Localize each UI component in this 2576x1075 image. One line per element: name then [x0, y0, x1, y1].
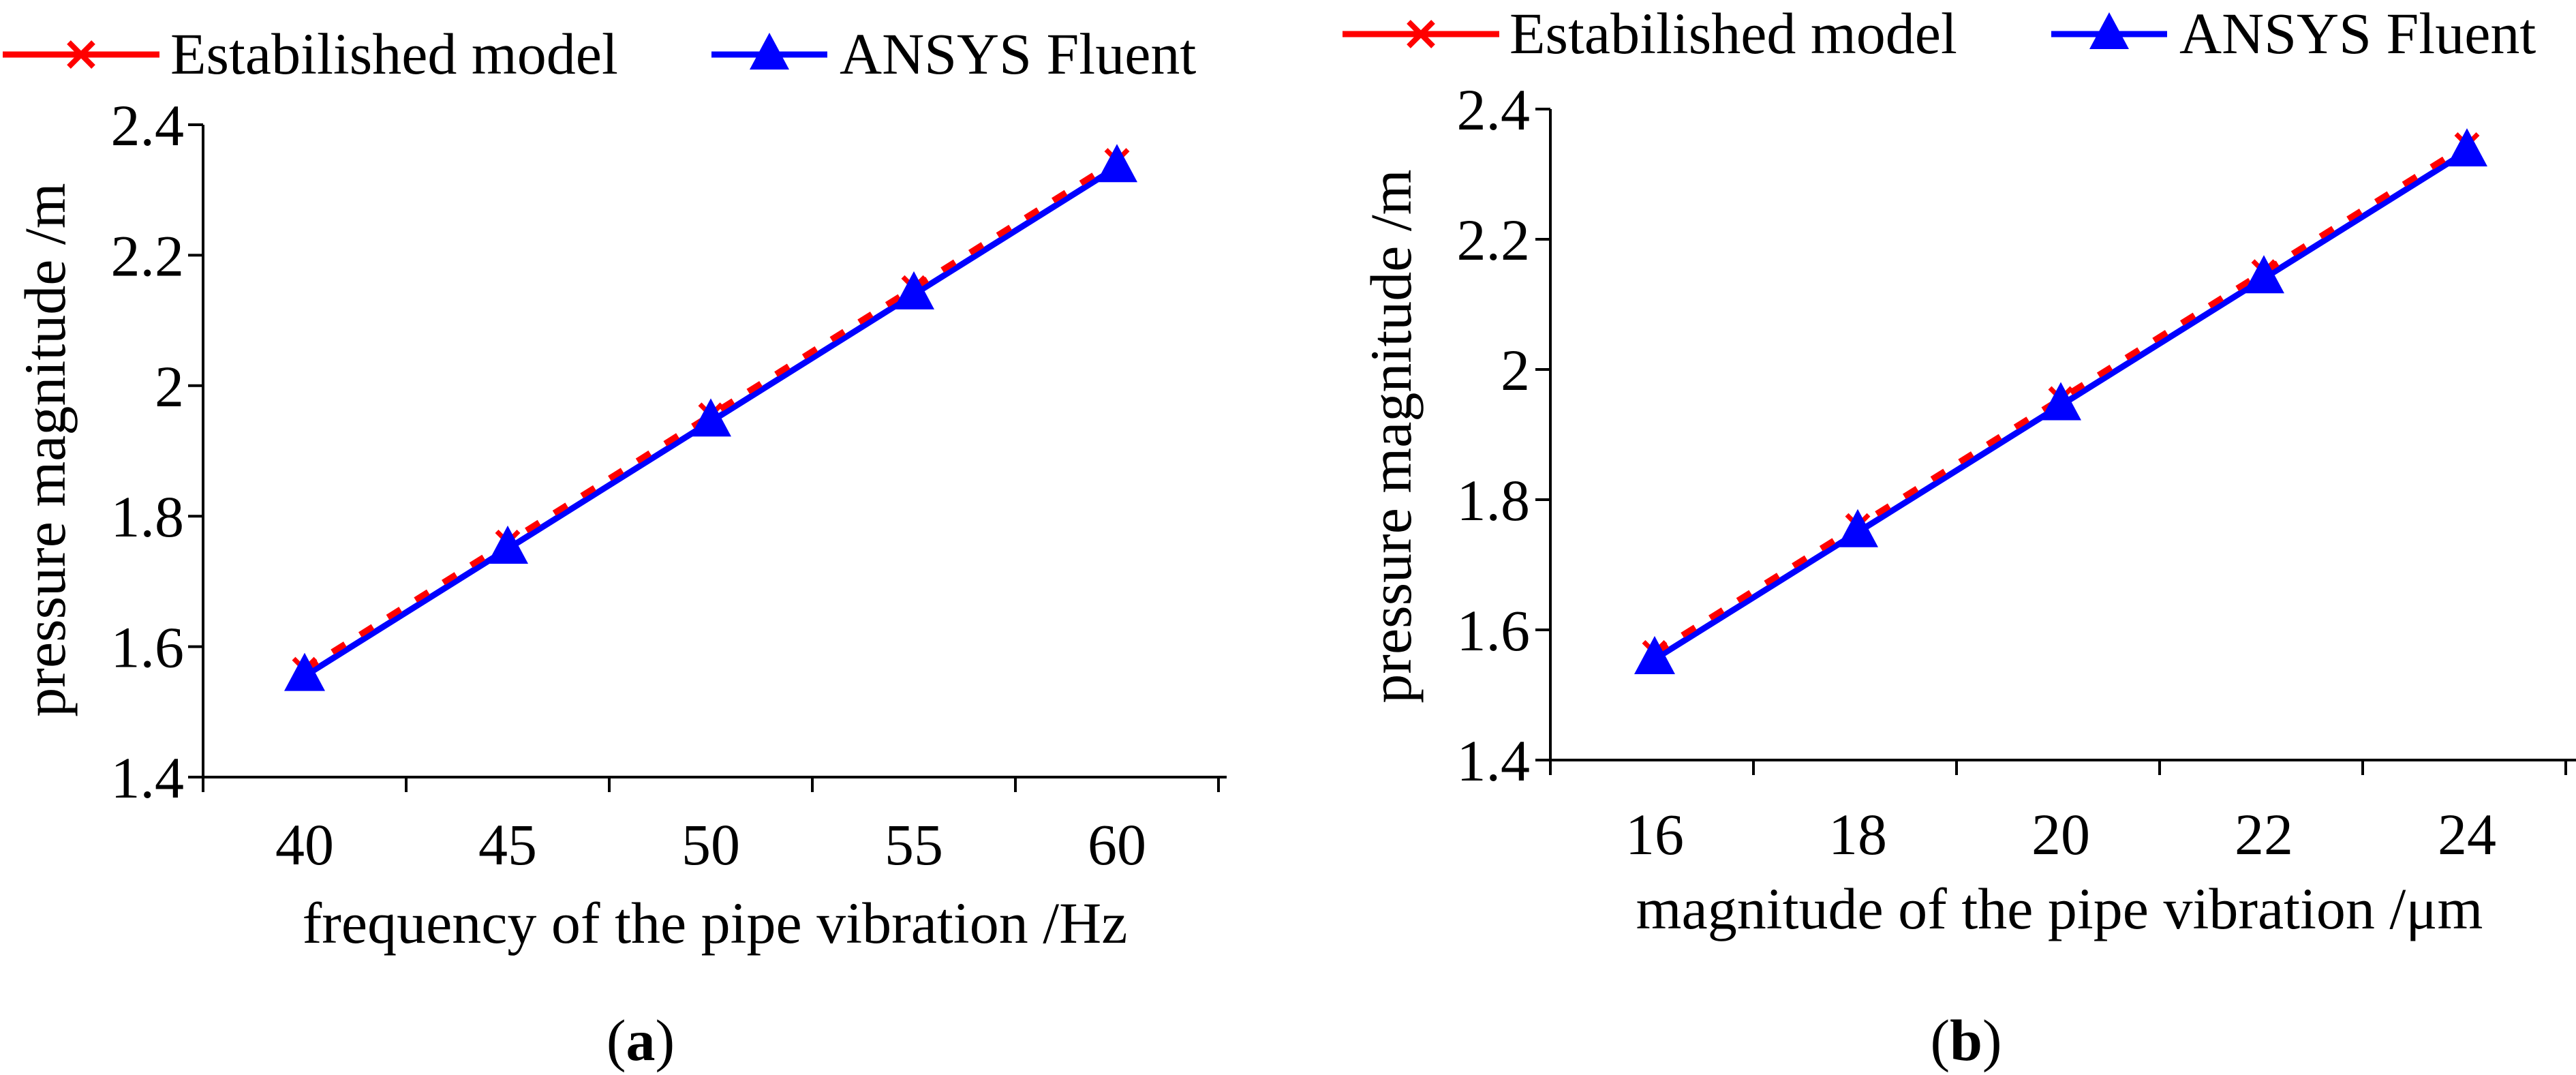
chart-a-series2-triangle-point	[1097, 144, 1137, 183]
chart-a-x-tick-label: 45	[478, 812, 537, 877]
chart-a-series2-triangle-point	[487, 526, 528, 564]
chart-a-series2-triangle-point	[690, 398, 731, 437]
chart-a-y-tick-label: 1.6	[111, 615, 185, 680]
chart-b-series1-line	[1653, 142, 2469, 656]
caption-a: (a)	[607, 1008, 675, 1073]
legend-b-series2-triangle-marker	[2089, 12, 2129, 49]
chart-a-marks: 1.4 1.6 1.8 2 2.2 2.4 40 45 50 55 60	[111, 93, 1220, 877]
legend-a-series1-label: Estabilished model	[170, 21, 618, 87]
chart-a-y-tick-label: 2	[155, 354, 184, 419]
chart-b-x-tick-label: 16	[1625, 802, 1684, 867]
chart-b-y-tick-label: 1.8	[1457, 468, 1531, 533]
chart-b-x-tick-label: 20	[2031, 802, 2090, 867]
chart-a-x-tick-label: 60	[1088, 812, 1146, 877]
chart-a-series2-triangle-point	[284, 652, 325, 691]
legend-a-series2-triangle-marker	[750, 33, 789, 70]
chart-a-x-tick-label: 55	[885, 812, 943, 877]
chart-b: pressure magnitude /m magnitude of the p…	[1358, 77, 2576, 1073]
legend-b-series1-x-marker	[1407, 20, 1435, 48]
chart-b-y-tick-label: 1.4	[1457, 728, 1531, 793]
chart-a-y-axis-label: pressure magnitude /m	[12, 183, 78, 716]
legend-b-series1-label: Estabilished model	[1509, 1, 1957, 66]
chart-b-y-axis-label: pressure magnitude /m	[1358, 169, 1424, 703]
chart-b-x-tick-label: 18	[1828, 802, 1887, 867]
chart-b-y-tick-label: 2	[1501, 337, 1530, 403]
chart-a-y-tick-label: 1.8	[111, 484, 185, 549]
chart-b-series2-triangle-point	[2447, 128, 2487, 167]
chart-b-series2-triangle-point	[2040, 382, 2081, 421]
chart-b-x-tick-label: 22	[2235, 802, 2293, 867]
caption-a-close: )	[656, 1008, 675, 1073]
chart-a: pressure magnitude /m frequency of the p…	[12, 93, 1227, 1073]
legend-b: Estabilished model ANSYS Fluent	[1343, 1, 2536, 66]
legend-a-series1-x-marker	[67, 40, 95, 69]
chart-a-y-tick-label: 2.2	[111, 223, 185, 288]
caption-b-letter: b	[1950, 1008, 1982, 1073]
caption-b: (b)	[1930, 1008, 2002, 1073]
caption-b-close: )	[1982, 1008, 2002, 1073]
caption-b-open: (	[1930, 1008, 1950, 1073]
chart-a-x-tick-label: 50	[681, 812, 740, 877]
chart-a-x-axis-label: frequency of the pipe vibration /Hz	[303, 890, 1128, 956]
legend-a: Estabilished model ANSYS Fluent	[3, 21, 1196, 87]
chart-a-series1-line	[303, 157, 1119, 672]
legend-a-series2-label: ANSYS Fluent	[840, 21, 1196, 87]
caption-a-open: (	[607, 1008, 626, 1073]
chart-b-marks: 1.4 1.6 1.8 2 2.2 2.4 16 18 20 22 24	[1457, 77, 2567, 867]
chart-a-x-tick-label: 40	[275, 812, 334, 877]
chart-a-y-tick-label: 2.4	[111, 93, 185, 158]
caption-a-letter: a	[626, 1008, 656, 1073]
chart-b-x-axis-label: magnitude of the pipe vibration /μm	[1636, 876, 2483, 941]
chart-a-series2-triangle-point	[893, 271, 934, 309]
chart-b-series2-triangle-point	[1837, 509, 1878, 547]
chart-b-series2-triangle-point	[1634, 635, 1675, 674]
chart-a-y-tick-label: 1.4	[111, 745, 185, 811]
chart-b-y-tick-label: 1.6	[1457, 598, 1531, 663]
chart-b-y-tick-label: 2.2	[1457, 207, 1531, 273]
legend-b-series2-label: ANSYS Fluent	[2179, 1, 2536, 66]
chart-b-y-tick-label: 2.4	[1457, 77, 1531, 142]
chart-b-x-tick-label: 24	[2438, 802, 2496, 867]
chart-b-series2-triangle-point	[2243, 255, 2284, 294]
